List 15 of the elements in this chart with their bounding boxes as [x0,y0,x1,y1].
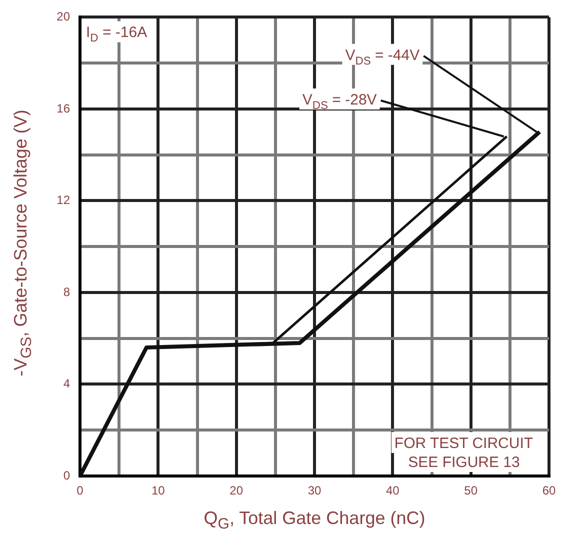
y-tick-label: 12 [56,193,70,208]
x-tick-label: 20 [230,484,244,498]
x-tick-label: 0 [76,484,84,498]
x-tick-label: 50 [464,484,478,498]
y-tick-label: 4 [63,376,70,391]
y-tick-label: 8 [63,284,70,299]
y-tick-label: 20 [56,10,70,24]
y-tick-label: 0 [63,468,70,482]
annotation: FOR TEST CIRCUIT SEE FIGURE 13 [394,435,534,471]
x-tick-label: 30 [308,484,322,498]
x-tick-label: 10 [151,484,166,498]
x-axis-title: Q$_{G}$, Total Gate Charge (nC) [202,508,426,533]
x-tick-label: 40 [386,484,400,498]
y-tick-label: 16 [56,101,70,116]
x-tick-label: 60 [542,484,556,498]
